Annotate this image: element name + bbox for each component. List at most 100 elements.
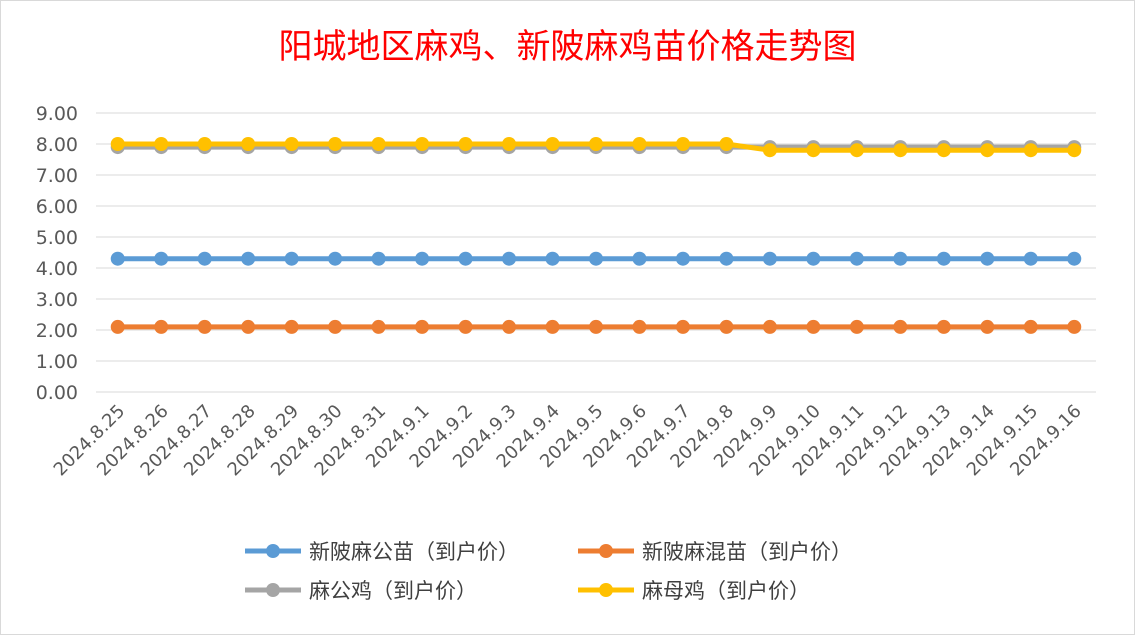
data-point [415,251,430,266]
series-1 [110,319,1082,334]
data-point [762,143,777,158]
data-point [936,319,951,334]
data-point [632,319,647,334]
legend-label: 新陂麻公苗（到户价） [309,540,519,564]
data-point [849,143,864,158]
data-point [502,137,517,151]
data-point [936,251,951,266]
data-point [1067,143,1082,158]
data-point [328,137,343,151]
data-point [241,251,256,266]
data-point [197,137,212,151]
y-axis-ticks: 0.00 1.00 2.00 3.00 4.00 5.00 6.00 7.00 8.00 9.00 [36,103,78,404]
legend-label: 麻公鸡（到户价） [309,579,477,603]
legend-item: 新陂麻公苗（到户价） [245,540,519,564]
data-point [328,319,343,334]
legend-item: 麻公鸡（到户价） [245,579,477,603]
y-tick-label: 2.00 [36,320,78,342]
data-point [197,319,212,334]
data-point [589,251,603,266]
y-tick-label: 9.00 [36,103,78,125]
data-point [241,319,256,334]
data-point [154,251,169,266]
legend-swatch-marker [266,583,280,597]
data-point [502,251,517,266]
y-tick-label: 6.00 [36,196,78,218]
data-point [893,251,908,266]
data-point [1067,319,1082,334]
data-point [502,319,517,334]
data-point [762,319,777,334]
y-tick-label: 5.00 [36,227,78,249]
data-point [1067,251,1082,266]
data-point [719,251,734,266]
legend-label: 新陂麻混苗（到户价） [642,540,852,564]
data-point [675,319,690,334]
legend-item: 麻母鸡（到户价） [578,579,810,603]
data-point [458,319,473,334]
data-point [1023,251,1038,266]
data-point [371,137,386,151]
data-point [110,319,125,334]
y-tick-label: 1.00 [36,351,78,373]
y-tick-label: 0.00 [36,382,78,404]
data-point [589,137,603,151]
legend-label: 麻母鸡（到户价） [642,579,810,603]
chart-title: 阳城地区麻鸡、新陂麻鸡苗价格走势图 [278,27,857,67]
data-point [545,251,560,266]
data-point [719,137,734,151]
data-point [589,319,603,334]
data-point [284,137,299,151]
x-axis-ticks: 2024.8.252024.8.262024.8.272024.8.282024… [50,401,1086,481]
data-point [458,251,473,266]
data-point [980,143,995,158]
data-point [936,143,951,158]
data-point [545,319,560,334]
data-point [328,251,343,266]
data-point [893,143,908,158]
y-tick-label: 3.00 [36,289,78,311]
y-tick-label: 7.00 [36,165,78,187]
data-point [154,319,169,334]
data-point [980,251,995,266]
data-point [110,251,125,266]
data-point [675,251,690,266]
data-point [415,319,430,334]
data-point [110,137,125,151]
data-point [806,319,821,334]
data-point [197,251,212,266]
data-point [371,251,386,266]
data-point [893,319,908,334]
data-point [632,137,647,151]
data-point [806,251,821,266]
data-point [849,319,864,334]
series-lines [110,137,1082,334]
data-point [719,319,734,334]
y-tick-label: 8.00 [36,134,78,156]
data-point [415,137,430,151]
data-point [284,319,299,334]
data-point [1023,143,1038,158]
data-point [545,137,560,151]
data-point [458,137,473,151]
series-0 [110,251,1082,266]
legend-swatch-marker [599,544,613,558]
data-point [241,137,256,151]
legend-swatch-marker [266,544,280,558]
data-point [284,251,299,266]
legend-swatch-marker [599,583,613,597]
data-point [371,319,386,334]
data-point [762,251,777,266]
y-tick-label: 4.00 [36,258,78,280]
data-point [632,251,647,266]
data-point [849,251,864,266]
legend: 新陂麻公苗（到户价） 新陂麻混苗（到户价） 麻公鸡（到户价） 麻母鸡（到户价） [245,540,852,603]
legend-item: 新陂麻混苗（到户价） [578,540,852,564]
data-point [154,137,169,151]
data-point [806,143,821,158]
series-3 [110,137,1082,158]
data-point [675,137,690,151]
data-point [1023,319,1038,334]
